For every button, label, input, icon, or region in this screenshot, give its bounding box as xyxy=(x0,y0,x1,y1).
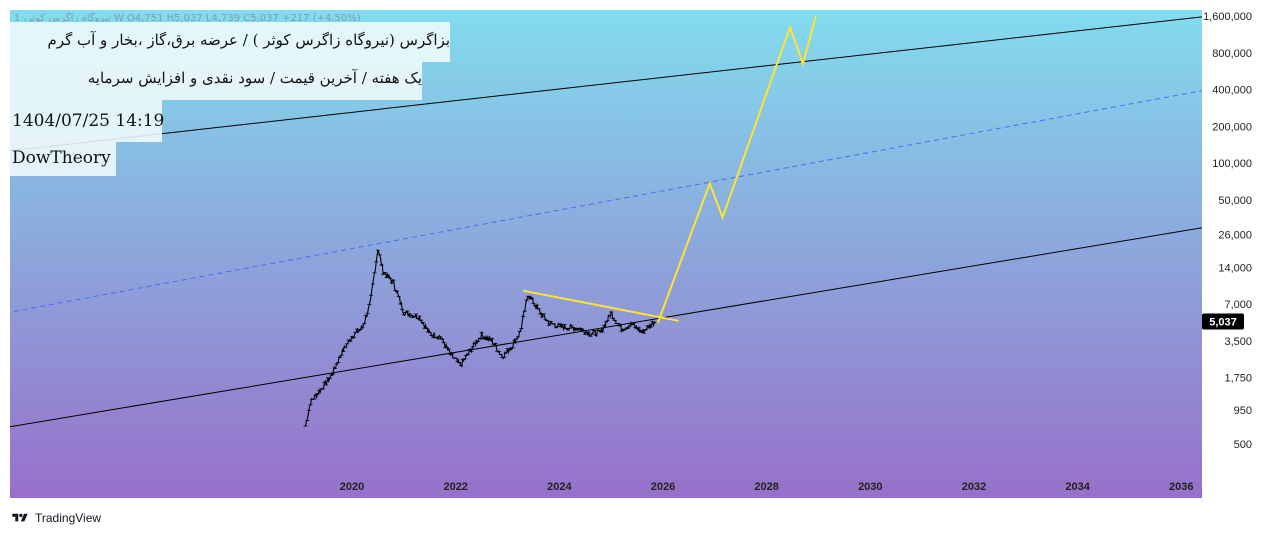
title-chart-settings: یک هفته / آخرین قیمت / سود نقدی و افزایش… xyxy=(10,62,422,100)
axis-corner xyxy=(1202,474,1272,498)
channel-upper-line[interactable] xyxy=(5,16,1207,152)
y-tick-label[interactable]: 3,500 xyxy=(1224,336,1252,348)
title-datetime: 1404/07/25 14:19 xyxy=(10,100,164,142)
price-bar-ticks xyxy=(303,249,657,427)
symbol-legend-strip: 1 ،نیروگاه زاگرس کوثر W O4,751 H5,037 L4… xyxy=(14,13,361,24)
y-tick-label[interactable]: 800,000 xyxy=(1212,48,1252,60)
y-tick-label[interactable]: 26,000 xyxy=(1218,230,1252,242)
x-tick-label[interactable]: 2034 xyxy=(1065,481,1090,493)
channel-mid-line[interactable] xyxy=(5,90,1207,313)
y-tick-label[interactable]: 7,000 xyxy=(1224,299,1252,311)
channel-lower-line[interactable] xyxy=(5,227,1207,428)
y-tick-label[interactable]: 1,600,000 xyxy=(1203,11,1252,23)
y-tick-label[interactable]: 950 xyxy=(1234,405,1252,417)
x-tick-label[interactable]: 2020 xyxy=(340,481,364,493)
x-tick-label[interactable]: 2024 xyxy=(547,481,572,493)
tradingview-brand[interactable]: TradingView xyxy=(35,511,102,525)
last-price-label: 5,037 xyxy=(1209,316,1237,328)
x-tick-label[interactable]: 2028 xyxy=(754,481,778,493)
y-tick-label[interactable]: 100,000 xyxy=(1212,158,1252,170)
y-tick-label[interactable]: 200,000 xyxy=(1212,121,1252,133)
x-tick-label[interactable]: 2036 xyxy=(1169,481,1193,493)
title-symbol-name: بزاگرس (نیروگاه زاگرس کوثر ) / عرضه برق،… xyxy=(10,22,450,62)
title-author: DowTheory xyxy=(10,142,116,176)
x-tick-label[interactable]: 2022 xyxy=(443,481,467,493)
price-axis-background[interactable] xyxy=(1202,10,1272,498)
tradingview-logo-icon[interactable] xyxy=(10,512,30,524)
last-price-badge[interactable] xyxy=(1202,313,1244,330)
x-tick-label[interactable]: 2030 xyxy=(858,481,882,493)
y-tick-label[interactable]: 14,000 xyxy=(1218,262,1252,274)
footer: TradingView xyxy=(10,510,101,526)
y-tick-label[interactable]: 400,000 xyxy=(1212,85,1252,97)
projection-zigzag-line[interactable] xyxy=(656,15,817,324)
x-tick-label[interactable]: 2032 xyxy=(962,481,986,493)
y-tick-label[interactable]: 1,750 xyxy=(1224,372,1252,384)
resistance-trend-line[interactable] xyxy=(522,289,679,322)
y-tick-label[interactable]: 500 xyxy=(1234,439,1252,451)
x-tick-label[interactable]: 2026 xyxy=(651,481,675,493)
y-tick-label[interactable]: 50,000 xyxy=(1218,195,1252,207)
